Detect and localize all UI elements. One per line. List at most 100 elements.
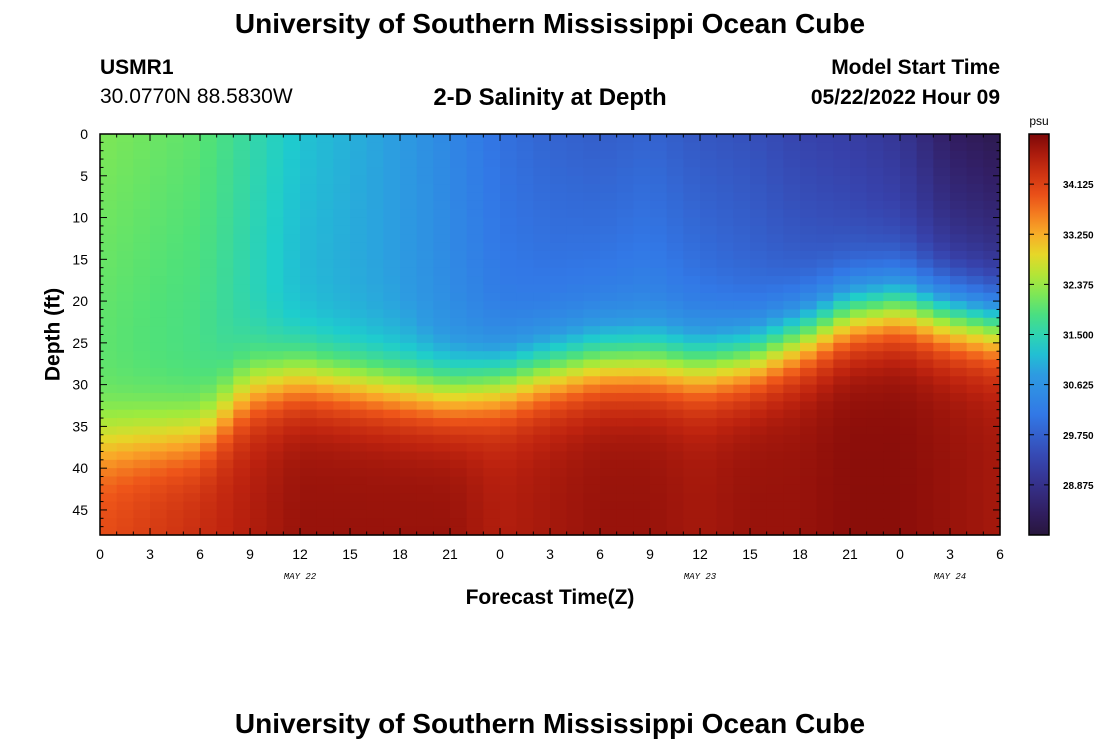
heatmap-cell	[650, 217, 668, 227]
heatmap-cell	[516, 159, 534, 169]
heatmap-cell	[800, 392, 818, 402]
heatmap-cell	[833, 184, 851, 194]
heatmap-cell	[816, 134, 834, 143]
heatmap-cell	[333, 159, 351, 169]
heatmap-cell	[483, 367, 501, 377]
heatmap-cell	[883, 459, 901, 469]
heatmap-cell	[983, 526, 1001, 536]
heatmap-cell	[100, 159, 118, 169]
heatmap-cell	[716, 484, 734, 494]
heatmap-cell	[200, 401, 218, 411]
heatmap-cell	[466, 217, 484, 227]
heatmap-cell	[600, 209, 618, 219]
heatmap-cell	[616, 276, 634, 285]
heatmap-cell	[916, 184, 934, 194]
heatmap-cell	[866, 317, 884, 327]
heatmap-cell	[366, 292, 384, 302]
heatmap-cell	[966, 292, 984, 302]
heatmap-cell	[850, 434, 868, 444]
heatmap-cell	[400, 509, 418, 519]
heatmap-cell	[750, 184, 768, 194]
heatmap-cell	[450, 526, 468, 536]
heatmap-cell	[300, 167, 318, 177]
heatmap-cell	[700, 309, 718, 319]
heatmap-cell	[633, 426, 651, 436]
heatmap-cell	[983, 418, 1001, 427]
heatmap-cell	[900, 426, 918, 436]
heatmap-cell	[400, 225, 418, 235]
heatmap-cell	[416, 250, 434, 260]
heatmap-cell	[150, 150, 168, 160]
heatmap-cell	[833, 384, 851, 394]
heatmap-cell	[766, 250, 784, 260]
heatmap-cell	[366, 418, 384, 427]
heatmap-cell	[150, 217, 168, 227]
heatmap-cell	[133, 225, 151, 235]
heatmap-cell	[916, 200, 934, 210]
heatmap-cell	[700, 392, 718, 402]
heatmap-cell	[433, 468, 451, 478]
heatmap-cell	[366, 384, 384, 394]
heatmap-cell	[533, 134, 551, 143]
heatmap-cell	[100, 234, 118, 244]
heatmap-cell	[233, 334, 251, 344]
heatmap-cell	[783, 476, 801, 486]
heatmap-cell	[166, 384, 184, 394]
heatmap-cell	[850, 384, 868, 394]
heatmap-cell	[450, 509, 468, 519]
heatmap-cell	[566, 342, 584, 352]
heatmap-cell	[200, 242, 218, 252]
heatmap-cell	[766, 409, 784, 419]
heatmap-cell	[783, 342, 801, 352]
x-tick-label: 9	[646, 546, 654, 562]
heatmap-cell	[383, 426, 401, 436]
heatmap-cell	[350, 443, 368, 453]
heatmap-cell	[516, 351, 534, 361]
heatmap-cell	[250, 367, 268, 377]
heatmap-cell	[300, 284, 318, 294]
heatmap-cell	[883, 200, 901, 210]
heatmap-cell	[633, 159, 651, 169]
heatmap-cell	[283, 459, 301, 469]
heatmap-cell	[983, 392, 1001, 402]
heatmap-cell	[933, 267, 951, 277]
heatmap-cell	[566, 326, 584, 336]
heatmap-cell	[683, 326, 701, 336]
heatmap-cell	[716, 159, 734, 169]
heatmap-cell	[433, 509, 451, 519]
heatmap-cell	[516, 426, 534, 436]
heatmap-cell	[383, 184, 401, 194]
heatmap-cell	[866, 434, 884, 444]
heatmap-cell	[383, 376, 401, 386]
heatmap-cell	[416, 334, 434, 344]
heatmap-cell	[550, 234, 568, 244]
heatmap-cell	[816, 418, 834, 427]
heatmap-cell	[783, 200, 801, 210]
heatmap-cell	[850, 284, 868, 294]
heatmap-cell	[366, 359, 384, 369]
heatmap-cell	[616, 359, 634, 369]
heatmap-cell	[883, 209, 901, 219]
heatmap-cell	[483, 301, 501, 311]
heatmap-cell	[266, 526, 284, 536]
heatmap-cell	[216, 351, 234, 361]
heatmap-cell	[416, 493, 434, 503]
heatmap-cell	[433, 200, 451, 210]
heatmap-cell	[850, 209, 868, 219]
heatmap-cell	[983, 426, 1001, 436]
heatmap-cell	[500, 217, 518, 227]
heatmap-cell	[416, 292, 434, 302]
heatmap-cell	[650, 526, 668, 536]
colorbar-tick-label: 34.125	[1063, 180, 1094, 191]
heatmap-cell	[933, 342, 951, 352]
heatmap-cell	[283, 426, 301, 436]
heatmap-cell	[150, 284, 168, 294]
heatmap-cell	[650, 334, 668, 344]
heatmap-cell	[400, 484, 418, 494]
x-tick-label: 21	[442, 546, 458, 562]
heatmap-cell	[766, 209, 784, 219]
heatmap-cell	[516, 217, 534, 227]
heatmap-cell	[733, 150, 751, 160]
heatmap-cell	[616, 334, 634, 344]
heatmap-cell	[350, 317, 368, 327]
